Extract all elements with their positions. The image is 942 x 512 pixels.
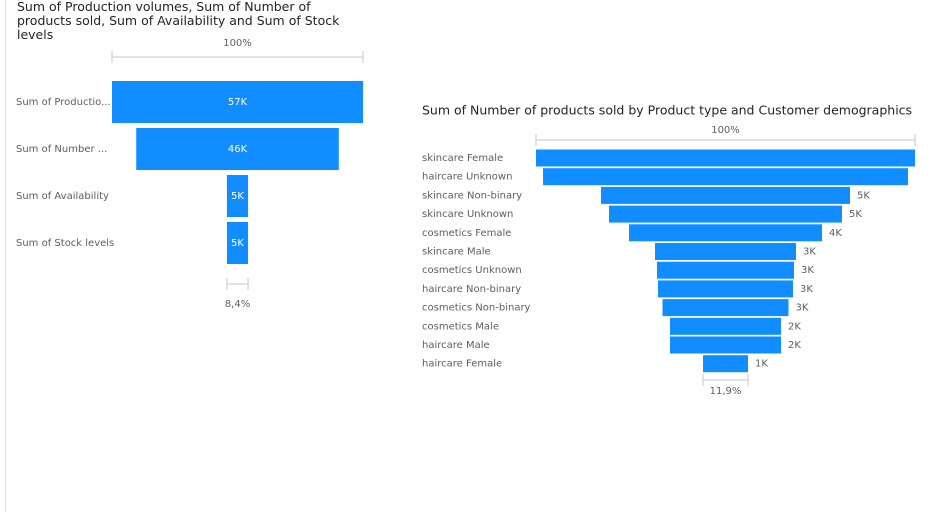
percent-label: 11,9%	[710, 386, 742, 397]
chart-title: Sum of Production volumes, Sum of Number…	[17, 0, 340, 42]
value-label: 5K	[849, 209, 862, 220]
value-label: 5K	[231, 238, 244, 249]
bar	[657, 261, 794, 279]
value-label: 3K	[803, 247, 816, 258]
value-label: 3K	[795, 303, 808, 314]
bar	[112, 81, 363, 123]
category-label: haircare Non-binary	[422, 284, 521, 295]
bar	[670, 336, 781, 354]
category-label: cosmetics Male	[422, 321, 499, 332]
percent-label: 8,4%	[225, 299, 250, 310]
bar	[609, 205, 842, 223]
category-label: Sum of Productio...	[16, 97, 111, 108]
value-label: 3K	[800, 284, 813, 295]
category-label: skincare Non-binary	[422, 190, 522, 201]
category-label: skincare Male	[422, 247, 491, 258]
bar	[670, 317, 781, 335]
value-label: 57K	[228, 97, 248, 108]
bar	[136, 128, 339, 170]
category-label: cosmetics Unknown	[422, 265, 522, 276]
bar	[628, 224, 823, 242]
bar	[226, 175, 249, 217]
chart-title: Sum of Number of products sold by Produc…	[422, 103, 912, 118]
value-label: 4K	[829, 228, 842, 239]
category-label: haircare Male	[422, 340, 490, 351]
category-label: haircare Female	[422, 359, 502, 370]
category-label: Sum of Number ...	[16, 144, 107, 155]
bar	[658, 280, 793, 298]
bar	[654, 243, 797, 260]
value-label: 1K	[755, 359, 768, 370]
category-label: skincare Unknown	[422, 209, 513, 220]
category-label: skincare Female	[422, 153, 503, 164]
value-label: 5K	[231, 191, 244, 202]
bar	[543, 168, 908, 186]
category-label: cosmetics Female	[422, 228, 511, 239]
bar	[703, 355, 748, 373]
bar	[226, 222, 249, 264]
bar	[601, 186, 850, 204]
category-label: cosmetics Non-binary	[422, 303, 531, 314]
bar	[536, 149, 915, 167]
value-label: 46K	[228, 144, 248, 155]
value-label: 2K	[788, 321, 801, 332]
percent-label: 100%	[223, 38, 252, 49]
category-label: haircare Unknown	[422, 172, 512, 183]
category-label: Sum of Availability	[16, 191, 109, 202]
value-label: 5K	[857, 190, 870, 201]
percent-label: 100%	[711, 125, 740, 136]
category-label: Sum of Stock levels	[16, 238, 114, 249]
value-label: 2K	[788, 340, 801, 351]
value-label: 3K	[801, 265, 814, 276]
bar	[662, 299, 789, 317]
